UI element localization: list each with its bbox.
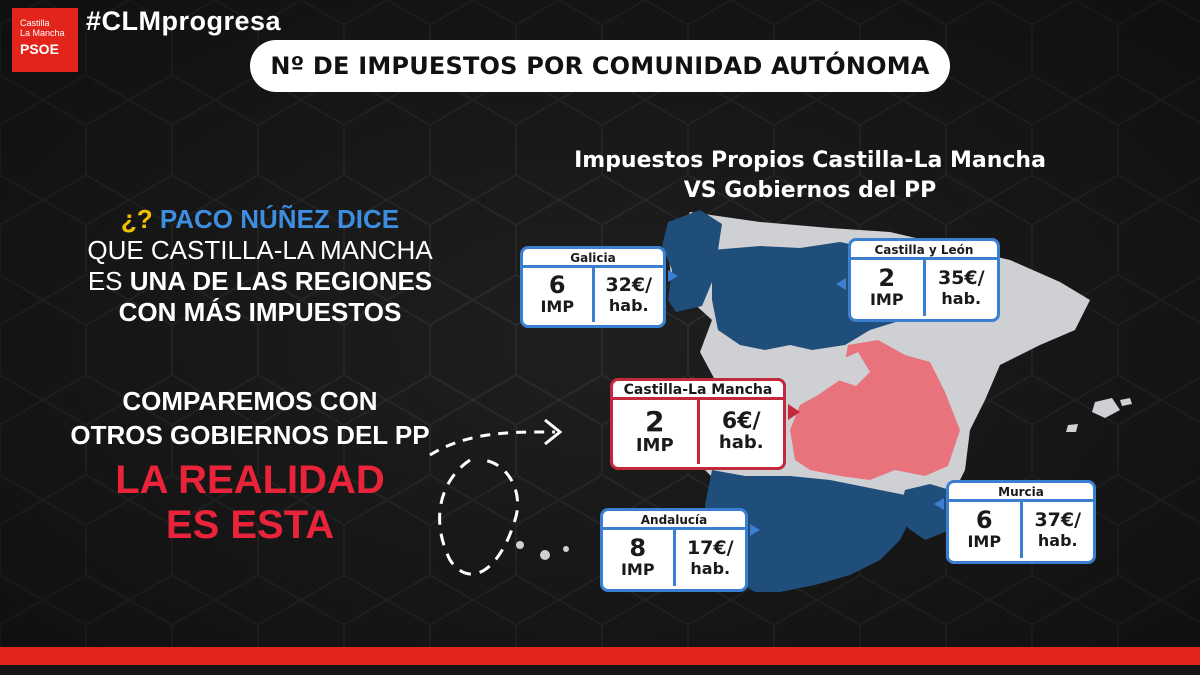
hashtag: #CLMprogresa (86, 6, 282, 36)
claim-line-3b: UNA DE LAS REGIONES (129, 266, 433, 296)
bottom-red-bar (0, 647, 1200, 665)
tax-count: 6 (975, 506, 993, 534)
claim-text: ¿? PACO NÚÑEZ DICE QUE CASTILLA-LA MANCH… (60, 204, 460, 328)
claim-line-3a: ES (87, 266, 130, 296)
map-region-galicia (662, 210, 722, 312)
reality-text: LA REALIDAD ES ESTA (110, 458, 390, 548)
tax-count: 6 (548, 271, 566, 299)
card-region-name: Andalucía (603, 511, 745, 530)
per-capita-label: hab. (941, 289, 982, 308)
map-region-castilla-la-mancha (790, 340, 960, 480)
claim-who: PACO NÚÑEZ DICE (159, 204, 400, 234)
bottom-dark-strip (0, 665, 1200, 675)
tax-label: IMP (635, 435, 674, 456)
card-region-name: Galicia (523, 249, 663, 268)
card-andalucia: Andalucía 8 IMP 17€/ hab. (600, 508, 748, 592)
map-subtitle: Impuestos Propios Castilla-La Mancha VS … (510, 146, 1110, 206)
map-region-murcia (900, 484, 960, 540)
per-capita-amount: 6€/ (721, 409, 761, 434)
claim-line-2: QUE CASTILLA-LA MANCHA (87, 235, 433, 265)
reality-line-2: ES ESTA (165, 503, 335, 547)
per-capita-amount: 37€/ (1034, 509, 1082, 531)
card-castilla-la-mancha: Castilla-La Mancha 2 IMP 6€/ hab. (610, 378, 786, 470)
per-capita-label: hab. (690, 559, 731, 578)
reality-line-1: LA REALIDAD (115, 458, 385, 502)
card-region-name: Castilla-La Mancha (613, 381, 783, 400)
card-castilla-leon: Castilla y León 2 IMP 35€/ hab. (848, 238, 1000, 322)
logo-line-1: Castilla (20, 18, 50, 28)
compare-line-2: OTROS GOBIERNOS DEL PP (70, 420, 430, 450)
subtitle-line-1: Impuestos Propios Castilla-La Mancha (574, 148, 1046, 173)
map-region-andalucia (705, 470, 915, 592)
per-capita-label: hab. (1037, 531, 1078, 550)
tax-count: 2 (645, 405, 665, 438)
card-region-name: Castilla y León (851, 241, 997, 260)
compare-line-1: COMPAREMOS CON (122, 386, 378, 416)
tax-label: IMP (967, 532, 1002, 551)
claim-line-4: CON MÁS IMPUESTOS (118, 297, 402, 327)
page-title: Nº DE IMPUESTOS POR COMUNIDAD AUTÓNOMA (250, 40, 950, 92)
card-murcia: Murcia 6 IMP 37€/ hab. (946, 480, 1096, 564)
tax-label: IMP (620, 560, 655, 579)
question-marks: ¿? (120, 204, 153, 234)
map-balearic-islands (1092, 398, 1120, 418)
per-capita-label: hab. (608, 296, 649, 315)
card-region-name: Murcia (949, 483, 1093, 502)
logo-line-2: La Mancha (20, 28, 65, 38)
per-capita-amount: 17€/ (686, 537, 734, 559)
compare-text: COMPAREMOS CON OTROS GOBIERNOS DEL PP (70, 384, 430, 452)
per-capita-amount: 32€/ (605, 274, 653, 296)
per-capita-label: hab. (718, 432, 764, 453)
tax-label: IMP (540, 297, 575, 316)
tax-count: 8 (629, 534, 647, 562)
subtitle-line-2: VS Gobiernos del PP (683, 178, 937, 203)
logo-brand: PSOE (20, 41, 59, 57)
tax-label: IMP (869, 290, 904, 309)
tax-count: 2 (878, 264, 896, 292)
psoe-logo: Castilla La Mancha PSOE (12, 8, 78, 72)
per-capita-amount: 35€/ (937, 267, 985, 289)
card-galicia: Galicia 6 IMP 32€/ hab. (520, 246, 666, 328)
